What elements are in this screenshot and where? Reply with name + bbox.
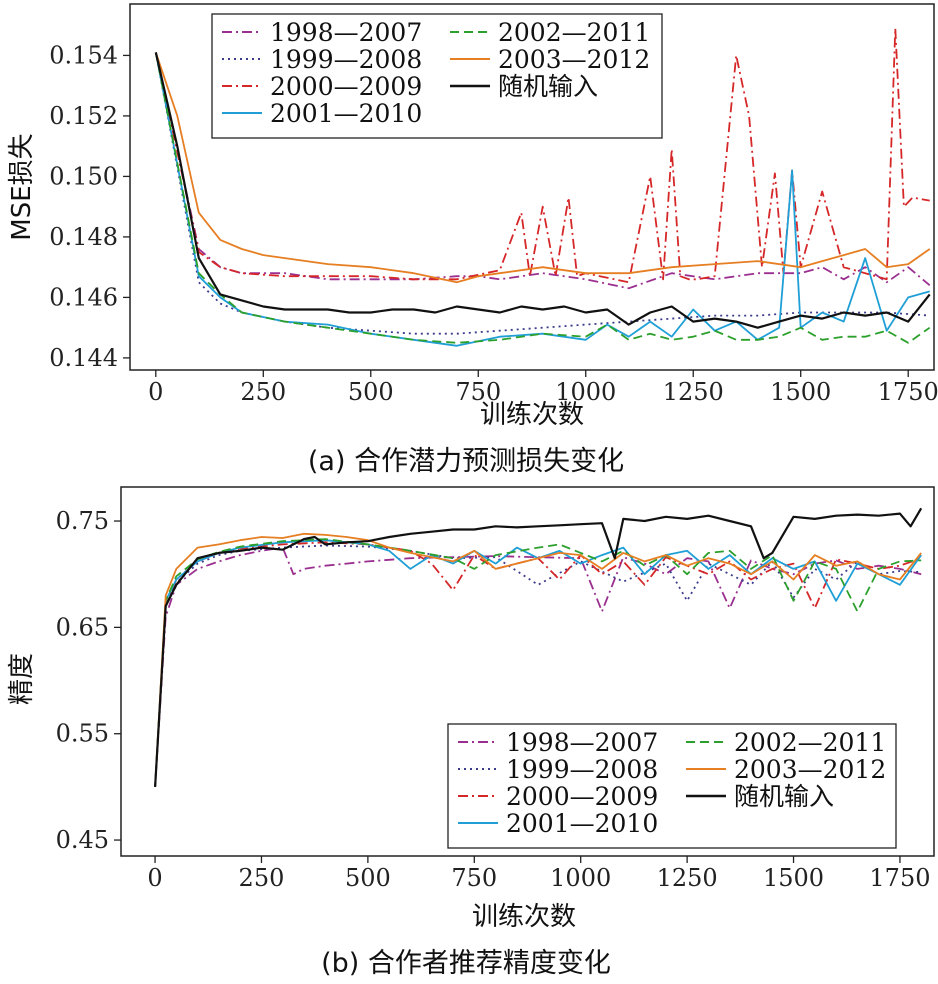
y-tick-label: 0.45	[56, 826, 109, 854]
x-tick-label: 1000	[550, 864, 611, 892]
x-tick-label: 750	[451, 864, 497, 892]
legend-label: 2000—2009	[270, 72, 422, 101]
legend-label: 1998—2007	[270, 18, 422, 47]
x-tick-label: 1750	[869, 864, 930, 892]
x-tick-label: 250	[239, 864, 285, 892]
panel-b-series-group	[154, 507, 923, 787]
series-line	[154, 52, 931, 290]
panel-a-ylabel: MSE损失	[7, 133, 37, 240]
panel-b: 0 250 500 750 1000 1250 1500 1750 0.45 0.55 0.65 0…	[7, 486, 935, 979]
panel-b-axes-frame	[120, 486, 935, 857]
series-line	[154, 546, 922, 787]
series-line	[154, 27, 930, 284]
panel-a-caption: (a) 合作潜力预测损失变化	[308, 446, 624, 477]
panel-b-caption: (b) 合作者推荐精度变化	[321, 948, 611, 979]
x-tick-label: 0	[148, 378, 163, 406]
legend-label: 1999—2008	[506, 755, 658, 784]
panel-a: 0 250 500 750 1000 1250 1500 1750 0.144 0.146 0.1…	[7, 3, 938, 477]
legend-box	[211, 13, 663, 139]
panel-b-ylabel: 精度	[7, 653, 37, 705]
y-tick-label: 0.144	[49, 344, 118, 372]
series-line	[154, 544, 922, 787]
panel-a-series-group	[154, 27, 931, 347]
x-tick-label: 1250	[663, 378, 724, 406]
series-line	[154, 52, 931, 329]
x-tick-label: 250	[240, 378, 286, 406]
y-tick-label: 0.55	[56, 720, 109, 748]
legend-label: 2001—2010	[506, 809, 658, 838]
y-tick-label: 0.65	[56, 613, 109, 641]
panel-a-axes-frame	[129, 3, 935, 371]
legend-label: 2003—2012	[498, 45, 650, 74]
legend-label: 1998—2007	[506, 728, 658, 757]
panel-a-xlabel: 训练次数	[480, 400, 584, 430]
panel-b-xlabel: 训练次数	[472, 902, 576, 932]
legend-label: 随机输入	[734, 782, 834, 811]
y-tick-label: 0.146	[49, 283, 118, 311]
x-tick-label: 1250	[657, 864, 718, 892]
y-tick-label: 0.150	[49, 162, 118, 190]
series-line	[154, 541, 922, 787]
legend-label: 随机输入	[498, 72, 598, 101]
legend-label: 2001—2010	[270, 99, 422, 128]
y-tick-label: 0.154	[49, 41, 118, 69]
series-line	[154, 538, 922, 787]
legend-box	[447, 723, 897, 849]
x-tick-label: 750	[455, 378, 501, 406]
x-tick-label: 1500	[763, 864, 824, 892]
x-tick-label: 1500	[770, 378, 831, 406]
series-line	[154, 507, 923, 787]
y-tick-label: 0.148	[49, 223, 118, 251]
legend-label: 2002—2011	[498, 18, 650, 47]
legend-label: 1999—2008	[270, 45, 422, 74]
legend-label: 2002—2011	[734, 728, 886, 757]
series-line	[154, 539, 922, 787]
x-tick-label: 1750	[878, 378, 938, 406]
y-tick-label: 0.75	[56, 507, 109, 535]
x-tick-label: 500	[348, 378, 394, 406]
x-tick-label: 0	[147, 864, 162, 892]
legend-label: 2000—2009	[506, 782, 658, 811]
x-tick-label: 1000	[555, 378, 616, 406]
series-line	[154, 532, 922, 787]
legend-label: 2003—2012	[734, 755, 886, 784]
x-tick-label: 500	[345, 864, 391, 892]
series-line	[154, 52, 931, 344]
series-line	[154, 52, 931, 284]
y-tick-label: 0.152	[49, 102, 118, 130]
